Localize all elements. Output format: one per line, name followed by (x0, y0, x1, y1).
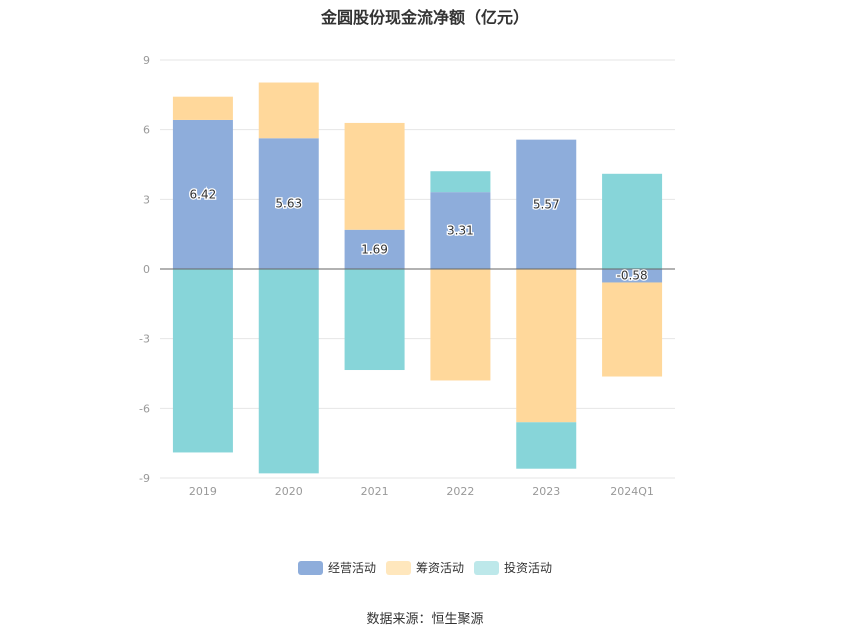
data-label-2021: 1.69 (361, 242, 388, 256)
data-label-2024Q1: -0.58 (617, 269, 648, 283)
y-tick-label-2: 3 (143, 193, 150, 206)
x-tick-label-2023: 2023 (532, 485, 560, 498)
bar-financing-2024Q1 (602, 282, 663, 377)
y-tick-label-6: -9 (139, 472, 150, 485)
bar-financing-2021 (344, 122, 405, 230)
legend-item-financing[interactable]: 筹资活动 (385, 559, 464, 576)
bar-investing-2020 (258, 269, 319, 474)
x-tick-label-2019: 2019 (189, 485, 217, 498)
bar-investing-2021 (344, 269, 405, 371)
y-tick-label-1: 6 (143, 124, 150, 137)
x-tick-label-2021: 2021 (361, 485, 389, 498)
bar-investing-2023 (516, 422, 577, 469)
y-tick-label-3: 0 (143, 263, 150, 276)
data-label-2020: 5.63 (275, 197, 302, 211)
y-tick-label-0: 9 (143, 54, 150, 67)
bar-investing-2022 (430, 171, 491, 193)
legend-item-operating[interactable]: 经营活动 (297, 559, 376, 576)
x-tick-label-2022: 2022 (446, 485, 474, 498)
bar-operating-2023 (516, 139, 577, 269)
legend-swatch-financing (385, 560, 411, 575)
x-tick-label-2024Q1: 2024Q1 (610, 485, 654, 498)
bar-investing-2019 (172, 269, 233, 453)
chart-legend: 经营活动 筹资活动 投资活动 (0, 559, 850, 576)
data-label-2019: 6.42 (190, 187, 217, 201)
bar-operating-2020 (258, 138, 319, 269)
legend-label-operating: 经营活动 (327, 561, 376, 575)
bar-operating-2022 (430, 192, 491, 269)
bar-operating-2024Q1 (602, 269, 663, 283)
legend-label-financing: 筹资活动 (415, 561, 464, 575)
data-label-2023: 5.57 (533, 197, 560, 211)
legend-label-investing: 投资活动 (504, 561, 553, 575)
bar-financing-2022 (430, 269, 491, 381)
bar-financing-2023 (516, 269, 577, 423)
bar-investing-2024Q1 (602, 173, 663, 269)
legend-item-investing[interactable]: 投资活动 (474, 559, 552, 576)
bar-operating-2019 (172, 119, 233, 269)
data-label-2022: 3.31 (447, 224, 474, 238)
y-tick-label-4: -3 (139, 333, 150, 346)
y-tick-label-5: -6 (139, 402, 150, 415)
chart-title: 金圆股份现金流净额（亿元） (320, 8, 529, 27)
bar-financing-2019 (172, 96, 233, 120)
legend-swatch-investing (474, 560, 499, 575)
bar-operating-2021 (344, 229, 405, 269)
bar-financing-2020 (258, 82, 319, 139)
data-source-note: 数据来源：恒生聚源 (366, 612, 484, 627)
x-tick-label-2020: 2020 (275, 485, 303, 498)
legend-swatch-operating (297, 560, 323, 575)
